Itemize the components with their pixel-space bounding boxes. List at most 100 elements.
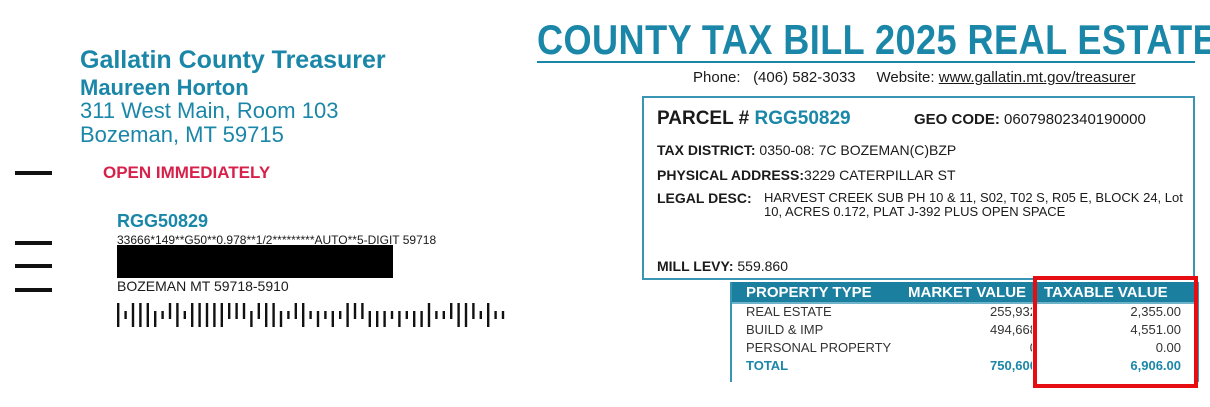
legal-desc-label: LEGAL DESC:: [657, 190, 752, 206]
total-label: TOTAL: [746, 358, 789, 373]
treasurer-office: Gallatin County Treasurer: [80, 46, 386, 74]
treasurer-name: Maureen Horton: [80, 75, 249, 100]
header-market-value: MARKET VALUE: [908, 284, 1027, 301]
barcode-bar: [487, 303, 490, 327]
website-label: Website:: [876, 69, 935, 86]
website-link[interactable]: www.gallatin.mt.gov/treasurer: [938, 69, 1136, 86]
barcode-bar: [205, 303, 209, 327]
barcode-bar: [339, 311, 342, 319]
barcode-bar: [287, 311, 290, 319]
fold-mark: [15, 171, 52, 175]
barcode-bar: [117, 303, 120, 327]
barcode-bar: [183, 311, 186, 319]
barcode-bar: [131, 303, 135, 327]
property-type: PERSONAL PROPERTY: [746, 340, 892, 355]
barcode-bar: [176, 303, 179, 327]
barcode-bar: [191, 303, 194, 327]
barcode-bar: [272, 303, 275, 327]
physical-address: 3229 CATERPILLAR ST: [804, 167, 956, 183]
physical-address-label: PHYSICAL ADDRESS:: [657, 167, 805, 183]
barcode-bar: [235, 303, 238, 319]
physical-address-row: PHYSICAL ADDRESS:3229 CATERPILLAR ST: [657, 167, 956, 183]
taxable-value-highlight: [1033, 276, 1198, 388]
barcode-bar: [376, 311, 379, 327]
barcode-bar: [413, 311, 416, 327]
taxable-value: 0.00: [1155, 340, 1181, 355]
barcode-bar: [464, 303, 468, 327]
barcode-bar: [257, 303, 260, 319]
barcode-bar: [124, 311, 127, 319]
parcel-row: PARCEL # RGG50829: [657, 108, 851, 130]
redacted-address: [117, 245, 393, 278]
sender-city: Bozeman, MT 59715: [80, 122, 284, 147]
barcode-bar: [213, 303, 216, 327]
barcode-bar: [294, 303, 297, 319]
property-type: REAL ESTATE: [746, 304, 832, 319]
barcode-bar: [309, 311, 312, 319]
fold-mark: [15, 264, 52, 268]
barcode-bar: [442, 311, 445, 319]
parcel-label: PARCEL #: [657, 108, 750, 129]
phone-label: Phone:: [693, 69, 741, 86]
legal-description: HARVEST CREEK SUB PH 10 & 11, S02, T02 S…: [764, 190, 1183, 219]
postal-barcode: [117, 303, 505, 327]
total-market-value: 750,600: [990, 358, 1037, 373]
barcode-bar: [501, 311, 505, 319]
barcode-bar: [450, 303, 453, 319]
mailing-parcel-number: RGG50829: [117, 211, 209, 231]
phone-number: (406) 582-3033: [753, 69, 856, 86]
barcode-bar: [353, 303, 357, 319]
barcode-bar: [168, 303, 172, 319]
geo-code-label: GEO CODE:: [914, 111, 1000, 128]
barcode-bar: [139, 303, 142, 327]
barcode-bar: [154, 311, 157, 327]
total-taxable-value: 6,906.00: [1130, 358, 1181, 373]
header-taxable-value: TAXABLE VALUE: [1044, 284, 1168, 301]
barcode-bar: [346, 303, 349, 327]
barcode-bar: [368, 311, 371, 327]
postal-sort-line: 33666*149**G50**0.978**1/2*********AUTO*…: [117, 233, 437, 247]
barcode-bar: [457, 303, 460, 327]
barcode-bar: [250, 311, 253, 327]
barcode-bar: [331, 311, 334, 327]
mailing-city-line: BOZEMAN MT 59718-5910: [117, 278, 289, 294]
barcode-bar: [265, 303, 268, 327]
tax-district-row: TAX DISTRICT: 0350-08: 7C BOZEMAN(C)BZP: [657, 142, 956, 158]
barcode-bar: [228, 303, 231, 319]
barcode-bar: [405, 311, 408, 319]
barcode-bar: [398, 311, 401, 327]
barcode-bar: [242, 303, 246, 319]
property-type: BUILD & IMP: [746, 322, 824, 337]
barcode-bar: [435, 311, 438, 319]
sender-street: 311 West Main, Room 103: [80, 98, 339, 123]
barcode-bar: [198, 303, 201, 327]
barcode-bar: [494, 311, 497, 319]
barcode-bar: [420, 311, 423, 327]
contact-line: Phone: (406) 582-3033 Website: www.galla…: [693, 69, 1136, 86]
barcode-bar: [427, 303, 431, 327]
barcode-bar: [146, 303, 149, 327]
barcode-bar: [302, 303, 305, 327]
market-value: 255,932: [990, 304, 1037, 319]
table-header: PROPERTY TYPE MARKET VALUE TAXABLE VALUE: [732, 282, 1197, 304]
title-underline: [537, 61, 1195, 63]
bill-title: COUNTY TAX BILL 2025 REAL ESTATE: [537, 16, 1210, 63]
parcel-info-box: PARCEL # RGG50829 GEO CODE: 060798023401…: [642, 96, 1195, 280]
mill-levy-row: MILL LEVY: 559.860: [657, 258, 788, 274]
values-table: PROPERTY TYPE MARKET VALUE TAXABLE VALUE…: [730, 282, 1199, 382]
market-value: 494,668: [990, 322, 1037, 337]
header-property-type: PROPERTY TYPE: [746, 284, 872, 301]
fold-mark: [15, 241, 52, 245]
barcode-bar: [279, 311, 283, 327]
barcode-bar: [472, 303, 475, 319]
tax-district: 0350-08: 7C BOZEMAN(C)BZP: [759, 142, 957, 158]
barcode-bar: [479, 311, 482, 319]
barcode-bar: [390, 311, 394, 319]
mill-levy: 559.860: [737, 258, 788, 274]
taxable-value: 4,551.00: [1130, 322, 1181, 337]
tax-district-label: TAX DISTRICT:: [657, 142, 756, 158]
barcode-bar: [324, 311, 327, 319]
open-immediately-notice: OPEN IMMEDIATELY: [103, 163, 271, 182]
parcel-number: RGG50829: [754, 108, 851, 129]
